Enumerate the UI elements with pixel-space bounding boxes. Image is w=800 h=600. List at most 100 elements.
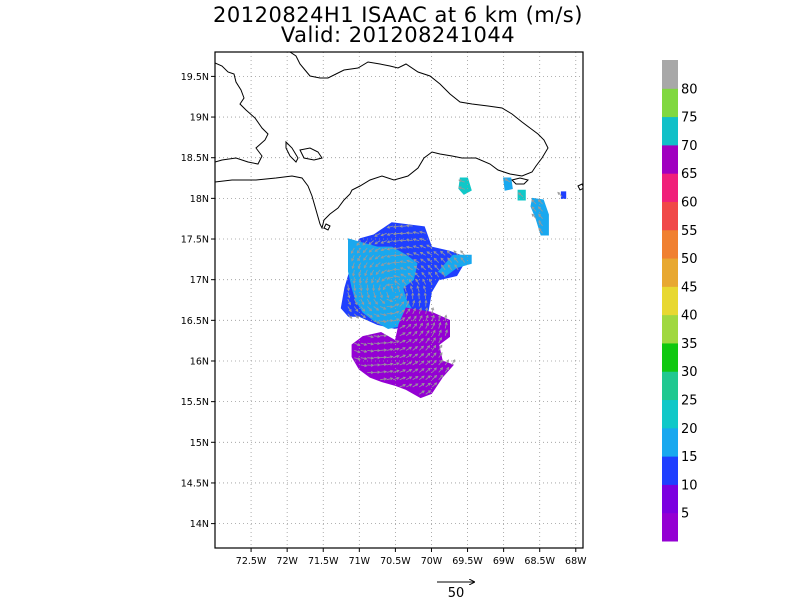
wind-arrow [393, 247, 400, 249]
wind-arrow [421, 265, 426, 271]
wind-arrow-head [414, 353, 419, 357]
wind-arrow [413, 238, 420, 241]
wind-arrow [380, 363, 387, 366]
wind-arrow [425, 390, 431, 395]
wind-arrow [379, 298, 385, 304]
wind-arrow-head [396, 377, 400, 380]
wind-arrow-head [440, 264, 444, 268]
colorbar-label: 70 [681, 139, 698, 154]
wind-arrow-head [408, 323, 412, 328]
wind-arrow-head [413, 315, 417, 319]
wind-arrow-head [433, 257, 437, 261]
wind-arrow-head [412, 252, 417, 256]
wind-arrow-head [386, 247, 390, 251]
wind-arrow-head [452, 359, 456, 363]
wind-arrow-head [386, 269, 390, 273]
wind-arrow-head [427, 382, 432, 386]
wind-arrow-head [392, 246, 397, 250]
wind-arrow-head [390, 348, 394, 352]
grid-lines [215, 52, 583, 548]
wind-arrow-head [376, 279, 380, 284]
wind-arrow [405, 339, 412, 344]
wind-arrow [407, 266, 413, 271]
wind-arrow [415, 279, 420, 285]
wind-arrow-head [531, 199, 535, 203]
wind-arrow [410, 285, 414, 293]
coastline-beata [323, 223, 331, 231]
wind-arrow-head [418, 299, 422, 304]
colorbar-bin [662, 456, 678, 485]
wind-region-northeast-cell-b [503, 177, 513, 191]
wind-arrow-head [368, 301, 371, 306]
wind-arrow-head [353, 295, 357, 299]
wind-arrow [354, 342, 360, 346]
wind-arrow [438, 360, 443, 366]
wind-arrow [356, 240, 362, 246]
wind-arrow [393, 269, 400, 271]
wind-arrow-head [408, 339, 412, 343]
wind-arrow [427, 265, 433, 271]
wind-arrow [373, 306, 379, 311]
wind-arrow-head [426, 258, 431, 262]
wind-arrow [413, 245, 420, 249]
wind-arrow [429, 279, 433, 285]
wind-arrow [538, 228, 543, 234]
wind-arrow [434, 265, 440, 271]
wind-arrow-head [357, 350, 361, 354]
wind-arrow [399, 325, 406, 329]
wind-arrow [387, 262, 394, 265]
tick-label-lon: 68.5W [524, 556, 555, 567]
wind-arrow [426, 251, 433, 256]
wind-arrow-head [438, 329, 442, 333]
wind-arrow-head [432, 329, 436, 333]
wind-arrow-head [415, 368, 419, 372]
wind-arrow [386, 291, 389, 298]
wind-arrow-head [382, 300, 386, 304]
wind-arrow-head [399, 246, 403, 250]
wind-arrow-head [413, 265, 417, 269]
wind-arrow-head [414, 338, 418, 342]
wind-arrow-head [395, 295, 400, 299]
wind-arrow-head [386, 225, 390, 229]
wind-arrow [347, 299, 351, 305]
coastline-hispaniola [215, 52, 549, 230]
tick-label-lat: 16N [190, 356, 209, 367]
colorbar-label: 5 [681, 507, 689, 522]
wind-arrow [458, 179, 465, 183]
wind-arrow [351, 247, 355, 254]
wind-arrow-head [434, 382, 438, 386]
wind-arrow [400, 254, 407, 256]
wind-arrow [431, 352, 437, 358]
wind-arrow-head [427, 367, 431, 371]
wind-arrow [393, 340, 400, 344]
wind-arrow-head [351, 258, 355, 262]
wind-arrow-head [402, 384, 407, 387]
wind-arrow-head [414, 330, 418, 335]
wind-arrow-head [402, 347, 406, 351]
wind-arrow [360, 313, 366, 319]
wind-arrow [405, 346, 412, 351]
wind-arrow [399, 384, 406, 388]
wind-arrow [425, 345, 430, 351]
wind-arrow [367, 306, 372, 311]
tick-label-lat: 18.5N [181, 153, 209, 164]
wind-arrow-head [396, 355, 400, 358]
wind-arrow [386, 341, 393, 344]
wind-arrow-head [458, 179, 462, 183]
wind-arrow [367, 335, 374, 338]
wind-arrow-head [361, 301, 365, 306]
colorbar-label: 75 [681, 111, 698, 126]
wind-arrow [387, 269, 394, 272]
wind-arrow [431, 367, 437, 373]
wind-arrow [427, 258, 433, 263]
wind-arrow [431, 330, 436, 336]
wind-arrow-head [402, 376, 406, 380]
wind-arrow [425, 368, 431, 373]
wind-arrow [375, 262, 381, 267]
wind-arrow [386, 298, 393, 302]
wind-arrow [420, 245, 426, 249]
wind-arrow-head [399, 224, 403, 228]
wind-arrow-head [358, 280, 362, 285]
wind-arrow [438, 337, 442, 344]
wind-arrow [412, 346, 418, 351]
